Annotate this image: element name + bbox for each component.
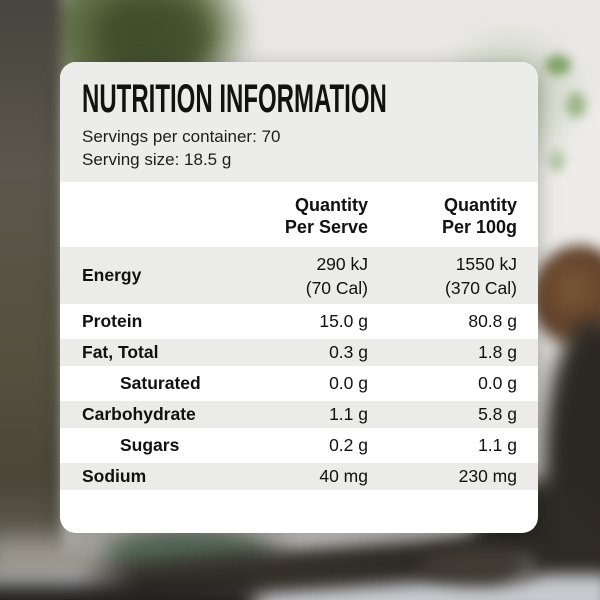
table-row-protein: Protein 15.0 g 80.8 g	[60, 306, 538, 337]
row-value-per-serve: 0.2 g	[329, 435, 368, 455]
row-value-per-100g: 1550 kJ (370 Cal)	[445, 253, 517, 298]
bg-leaf-blur	[545, 55, 571, 75]
row-value-per-serve: 0.3 g	[329, 342, 368, 362]
row-label: Sugars	[120, 435, 180, 455]
row-label: Saturated	[120, 373, 201, 393]
bg-leaf-blur	[549, 150, 565, 172]
row-label: Protein	[82, 311, 143, 331]
row-value-per-100g: 80.8 g	[468, 311, 517, 331]
row-value-per-100g: 230 mg	[458, 466, 517, 486]
bg-leaf-blur	[566, 92, 586, 118]
table-row-sugars: Sugars 0.2 g 1.1 g	[60, 430, 538, 461]
row-label: Fat, Total	[82, 342, 159, 362]
nutrition-card: NUTRITION INFORMATION Servings per conta…	[60, 62, 538, 533]
table-row-sodium: Sodium 40 mg 230 mg	[60, 461, 538, 492]
column-header-per-serve: Quantity Per Serve	[284, 195, 368, 237]
serving-size: Serving size: 18.5 g	[82, 150, 232, 169]
row-value-per-100g: 1.1 g	[478, 435, 517, 455]
table-row-fat-total: Fat, Total 0.3 g 1.8 g	[60, 337, 538, 368]
table-header-row: Quantity Per Serve Quantity Per 100g	[60, 182, 538, 245]
column-header-per-100g: Quantity Per 100g	[441, 195, 517, 237]
serving-info: Servings per container: 70 Serving size:…	[82, 125, 520, 171]
row-label: Carbohydrate	[82, 404, 196, 424]
row-value-per-100g: 5.8 g	[478, 404, 517, 424]
bg-floor-shadow	[0, 583, 255, 600]
row-label: Sodium	[82, 466, 147, 486]
page-title: NUTRITION INFORMATION	[82, 77, 387, 121]
row-value-per-100g: 1.8 g	[478, 342, 517, 362]
row-value-per-100g: 0.0 g	[478, 373, 517, 393]
row-value-per-serve: 290 kJ (70 Cal)	[305, 253, 368, 298]
row-value-per-serve: 0.0 g	[329, 373, 368, 393]
bg-window-frame-left	[0, 0, 62, 588]
row-value-per-serve: 15.0 g	[319, 311, 368, 331]
row-value-per-serve: 1.1 g	[329, 404, 368, 424]
servings-per-container: Servings per container: 70	[82, 127, 281, 146]
row-value-per-serve: 40 mg	[319, 466, 368, 486]
table-row-saturated: Saturated 0.0 g 0.0 g	[60, 368, 538, 399]
table-row-carbohydrate: Carbohydrate 1.1 g 5.8 g	[60, 399, 538, 430]
table-row-energy: Energy 290 kJ (70 Cal) 1550 kJ (370 Cal)	[60, 245, 538, 306]
card-header: NUTRITION INFORMATION Servings per conta…	[60, 62, 538, 182]
row-label: Energy	[82, 265, 142, 285]
bg-person-foot-blur	[420, 545, 540, 585]
